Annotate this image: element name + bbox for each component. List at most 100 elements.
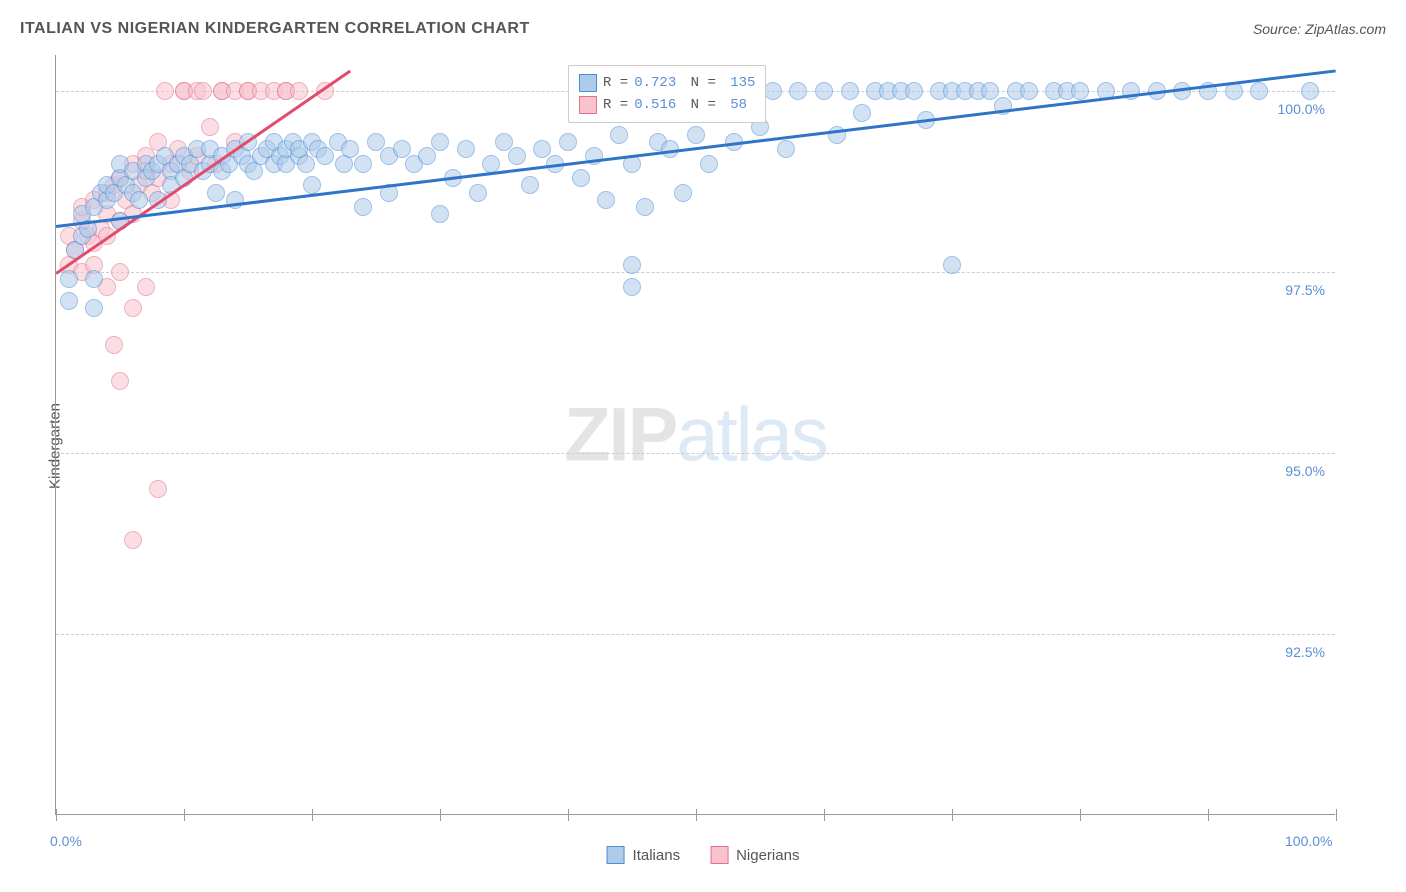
watermark: ZIPatlas — [564, 391, 827, 478]
stats-r-value: 0.516 — [634, 97, 676, 113]
data-point-italians — [687, 126, 705, 144]
data-point-italians — [674, 184, 692, 202]
x-tick — [1080, 809, 1081, 821]
data-point-italians — [207, 184, 225, 202]
data-point-italians — [981, 82, 999, 100]
data-point-nigerians — [111, 263, 129, 281]
chart-header: ITALIAN VS NIGERIAN KINDERGARTEN CORRELA… — [20, 20, 1386, 38]
legend-label-nigerians: Nigerians — [736, 847, 799, 864]
x-tick — [440, 809, 441, 821]
watermark-zip: ZIP — [564, 392, 676, 477]
data-point-italians — [367, 133, 385, 151]
data-point-italians — [572, 169, 590, 187]
data-point-italians — [85, 299, 103, 317]
data-point-italians — [341, 140, 359, 158]
grid-line — [56, 453, 1335, 454]
data-point-nigerians — [156, 82, 174, 100]
data-point-nigerians — [105, 336, 123, 354]
data-point-italians — [130, 191, 148, 209]
stats-r-value: 0.723 — [634, 75, 676, 91]
data-point-italians — [482, 155, 500, 173]
x-tick — [56, 809, 57, 821]
data-point-italians — [1250, 82, 1268, 100]
bottom-legend: Italians Nigerians — [607, 846, 800, 864]
data-point-italians — [303, 176, 321, 194]
x-tick — [184, 809, 185, 821]
plot-area: ZIPatlas R = 0.723 N = 135 R = 0.516 N =… — [55, 55, 1335, 815]
stats-swatch — [579, 74, 597, 92]
data-point-italians — [597, 191, 615, 209]
stats-row: R = 0.516 N = 58 — [579, 94, 755, 116]
legend-label-italians: Italians — [633, 847, 681, 864]
data-point-italians — [815, 82, 833, 100]
data-point-italians — [789, 82, 807, 100]
x-tick — [1208, 809, 1209, 821]
data-point-italians — [508, 147, 526, 165]
data-point-italians — [495, 133, 513, 151]
x-tick-label: 0.0% — [50, 833, 82, 849]
legend-item-nigerians: Nigerians — [710, 846, 799, 864]
data-point-nigerians — [111, 372, 129, 390]
data-point-nigerians — [290, 82, 308, 100]
chart-title: ITALIAN VS NIGERIAN KINDERGARTEN CORRELA… — [20, 20, 530, 38]
data-point-italians — [354, 155, 372, 173]
data-point-italians — [431, 205, 449, 223]
data-point-italians — [354, 198, 372, 216]
data-point-italians — [60, 292, 78, 310]
data-point-italians — [457, 140, 475, 158]
data-point-italians — [700, 155, 718, 173]
y-tick-label: 97.5% — [1285, 282, 1325, 298]
data-point-nigerians — [124, 531, 142, 549]
data-point-italians — [60, 270, 78, 288]
legend-item-italians: Italians — [607, 846, 681, 864]
data-point-italians — [559, 133, 577, 151]
x-tick — [1336, 809, 1337, 821]
data-point-italians — [393, 140, 411, 158]
data-point-italians — [85, 270, 103, 288]
stats-r-label: R = — [603, 75, 628, 91]
data-point-italians — [316, 147, 334, 165]
data-point-italians — [469, 184, 487, 202]
y-tick-label: 92.5% — [1285, 644, 1325, 660]
watermark-atlas: atlas — [676, 392, 827, 477]
stats-row: R = 0.723 N = 135 — [579, 72, 755, 94]
data-point-italians — [610, 126, 628, 144]
data-point-italians — [431, 133, 449, 151]
stats-n-label: N = — [682, 75, 716, 91]
data-point-italians — [1301, 82, 1319, 100]
x-tick-label: 100.0% — [1285, 833, 1332, 849]
data-point-italians — [841, 82, 859, 100]
data-point-nigerians — [137, 278, 155, 296]
grid-line — [56, 634, 1335, 635]
data-point-italians — [905, 82, 923, 100]
data-point-nigerians — [124, 299, 142, 317]
data-point-italians — [636, 198, 654, 216]
data-point-nigerians — [194, 82, 212, 100]
legend-swatch-italians — [607, 846, 625, 864]
data-point-italians — [418, 147, 436, 165]
stats-n-label: N = — [682, 97, 716, 113]
grid-line — [56, 272, 1335, 273]
x-tick — [952, 809, 953, 821]
data-point-italians — [1020, 82, 1038, 100]
legend-swatch-nigerians — [710, 846, 728, 864]
y-tick-label: 95.0% — [1285, 463, 1325, 479]
x-tick — [312, 809, 313, 821]
y-tick-label: 100.0% — [1278, 101, 1325, 117]
data-point-italians — [1071, 82, 1089, 100]
data-point-nigerians — [201, 118, 219, 136]
x-tick — [824, 809, 825, 821]
x-tick — [568, 809, 569, 821]
stats-swatch — [579, 96, 597, 114]
data-point-italians — [853, 104, 871, 122]
stats-n-value: 58 — [722, 97, 747, 113]
data-point-italians — [943, 256, 961, 274]
data-point-italians — [297, 155, 315, 173]
chart-source: Source: ZipAtlas.com — [1253, 21, 1386, 37]
data-point-italians — [623, 278, 641, 296]
stats-n-value: 135 — [722, 75, 756, 91]
stats-r-label: R = — [603, 97, 628, 113]
data-point-italians — [777, 140, 795, 158]
data-point-italians — [533, 140, 551, 158]
x-tick — [696, 809, 697, 821]
